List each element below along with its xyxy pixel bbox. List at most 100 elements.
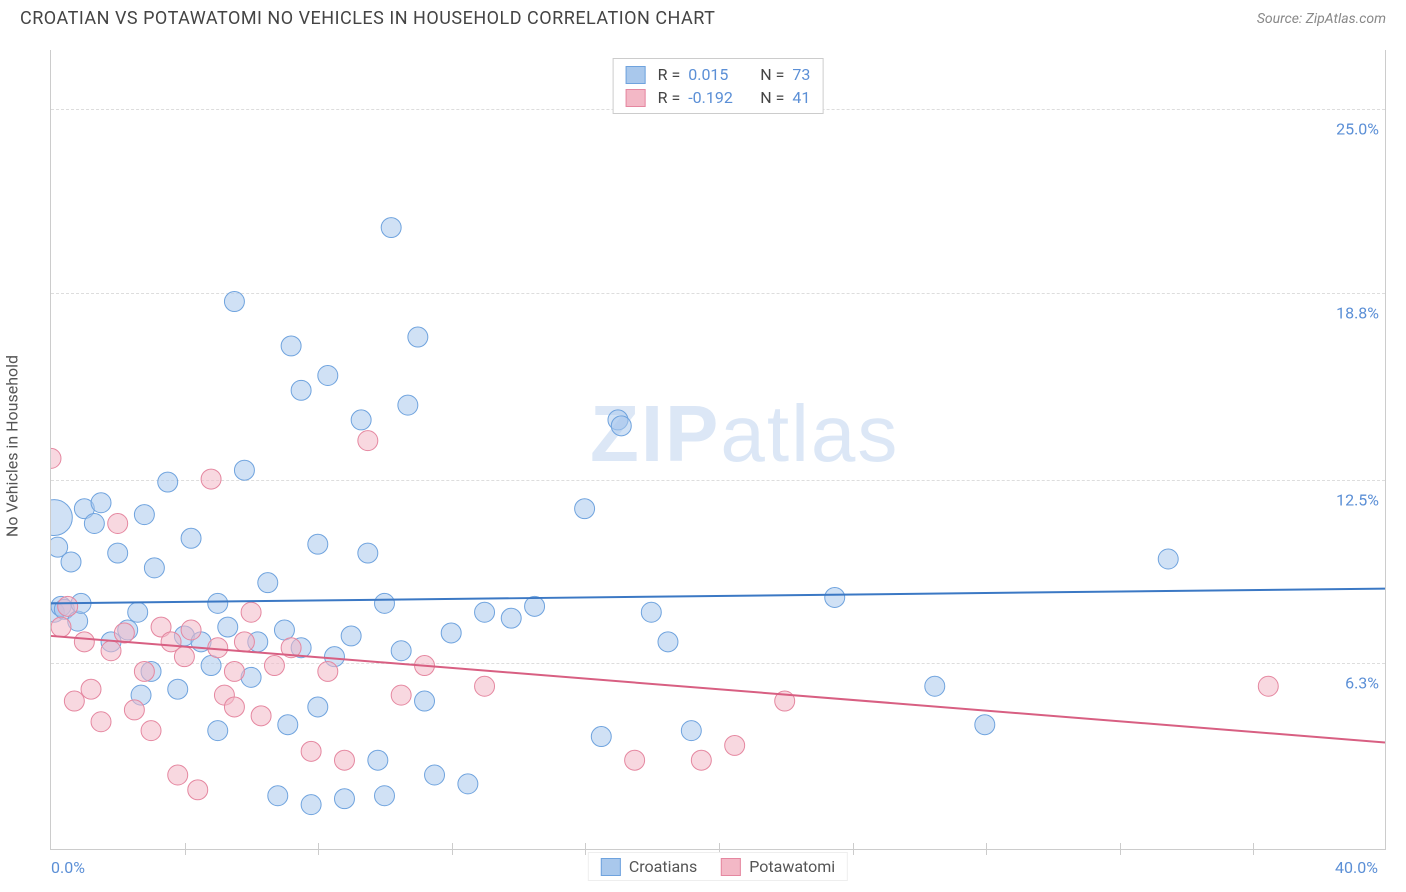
data-point	[825, 587, 845, 607]
n-value-potawatomi: 41	[792, 88, 810, 107]
data-point	[108, 543, 128, 563]
data-point	[368, 750, 388, 770]
y-axis-label: No Vehicles in Household	[3, 355, 22, 537]
data-point	[224, 292, 244, 312]
data-point	[51, 448, 61, 468]
legend-row-potawatomi: R = -0.192 N = 41	[626, 86, 811, 109]
data-point	[318, 661, 338, 681]
data-point	[144, 558, 164, 578]
data-point	[158, 472, 178, 492]
data-point	[61, 552, 81, 572]
data-point	[58, 596, 78, 616]
data-point	[308, 697, 328, 717]
data-point	[381, 218, 401, 238]
r-label: R =	[658, 65, 681, 84]
trend-line	[51, 589, 1385, 604]
chart-title: CROATIAN VS POTAWATOMI NO VEHICLES IN HO…	[20, 8, 715, 29]
swatch-potawatomi-icon	[721, 858, 741, 876]
data-point	[391, 641, 411, 661]
data-point	[358, 543, 378, 563]
data-point	[224, 697, 244, 717]
data-point	[375, 593, 395, 613]
data-point	[241, 602, 261, 622]
data-point	[181, 620, 201, 640]
data-point	[358, 431, 378, 451]
data-point	[301, 741, 321, 761]
data-point	[525, 596, 545, 616]
data-point	[475, 602, 495, 622]
data-point	[124, 700, 144, 720]
data-point	[458, 774, 478, 794]
data-point	[224, 661, 244, 681]
data-point	[334, 750, 354, 770]
data-point	[501, 608, 521, 628]
data-point	[91, 493, 111, 513]
data-point	[625, 750, 645, 770]
xtick-label: 40.0%	[1335, 858, 1378, 877]
data-point	[391, 685, 411, 705]
data-point	[415, 691, 435, 711]
data-point	[81, 679, 101, 699]
data-point	[208, 593, 228, 613]
data-point	[375, 786, 395, 806]
data-point	[168, 765, 188, 785]
data-point	[264, 656, 284, 676]
data-point	[128, 602, 148, 622]
data-point	[168, 679, 188, 699]
data-point	[218, 617, 238, 637]
data-point	[281, 336, 301, 356]
data-point	[641, 602, 661, 622]
data-point	[268, 786, 288, 806]
swatch-croatians	[626, 66, 646, 84]
data-point	[134, 661, 154, 681]
data-point	[101, 641, 121, 661]
data-point	[591, 727, 611, 747]
data-point	[658, 632, 678, 652]
data-point	[74, 632, 94, 652]
data-point	[575, 499, 595, 519]
data-point	[91, 712, 111, 732]
data-point	[691, 750, 711, 770]
n-label: N =	[760, 65, 784, 84]
data-point	[611, 416, 631, 436]
data-point	[925, 676, 945, 696]
legend-label-croatians: Croatians	[629, 857, 697, 876]
data-point	[278, 715, 298, 735]
data-point	[334, 789, 354, 809]
legend-label-potawatomi: Potawatomi	[749, 857, 835, 876]
data-point	[681, 721, 701, 741]
data-point	[234, 632, 254, 652]
correlation-legend: R = 0.015 N = 73 R = -0.192 N = 41	[613, 58, 824, 114]
data-point	[108, 513, 128, 533]
data-point	[188, 780, 208, 800]
legend-row-croatians: R = 0.015 N = 73	[626, 63, 811, 86]
scatter-plot	[51, 50, 1385, 849]
data-point	[251, 706, 271, 726]
data-point	[975, 715, 995, 735]
r-label: R =	[658, 88, 681, 107]
data-point	[181, 528, 201, 548]
source-label: Source: ZipAtlas.com	[1257, 11, 1386, 27]
data-point	[725, 735, 745, 755]
data-point	[51, 500, 72, 536]
r-value-potawatomi: -0.192	[688, 88, 748, 107]
legend-item-croatians: Croatians	[601, 857, 697, 876]
data-point	[51, 617, 71, 637]
r-value-croatians: 0.015	[688, 65, 748, 84]
data-point	[408, 327, 428, 347]
data-point	[1258, 676, 1278, 696]
data-point	[301, 795, 321, 815]
data-point	[318, 366, 338, 386]
data-point	[274, 620, 294, 640]
data-point	[208, 721, 228, 741]
data-point	[351, 410, 371, 430]
data-point	[425, 765, 445, 785]
data-point	[475, 676, 495, 696]
legend-item-potawatomi: Potawatomi	[721, 857, 835, 876]
data-point	[174, 647, 194, 667]
swatch-croatians-icon	[601, 858, 621, 876]
trend-line	[51, 636, 1385, 743]
n-value-croatians: 73	[792, 65, 810, 84]
data-point	[84, 513, 104, 533]
series-legend: Croatians Potawatomi	[588, 852, 848, 881]
